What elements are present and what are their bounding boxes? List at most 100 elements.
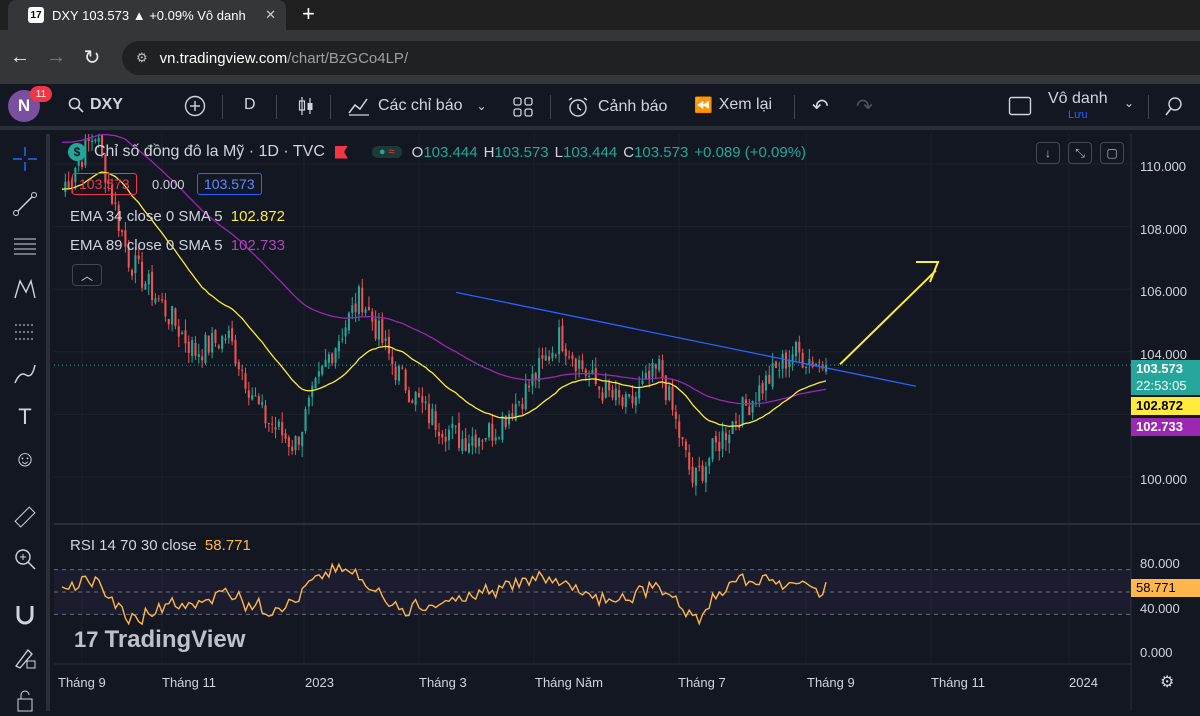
templates-button[interactable]	[512, 96, 534, 118]
forward-icon[interactable]: →	[46, 45, 66, 68]
candle-body	[101, 134, 104, 154]
trend-line-icon[interactable]	[10, 189, 40, 219]
candle-body	[417, 393, 421, 397]
candle-body	[788, 360, 791, 368]
candle-body	[104, 155, 107, 183]
candle-body	[538, 357, 541, 382]
candle-body	[768, 374, 771, 384]
undo-icon[interactable]: ↶	[812, 96, 829, 118]
browser-tab[interactable]: 17 DXY 103.573 ▲ +0.09% Vô danh ✕	[8, 0, 286, 30]
candle-body	[404, 369, 407, 391]
sell-button[interactable]: 103.573	[72, 173, 137, 195]
market-status-icon[interactable]: ● ≈	[371, 146, 402, 158]
candle-body	[444, 436, 447, 442]
collapse-pane-icon[interactable]: ⤡	[1068, 142, 1092, 164]
candle-body	[588, 375, 591, 377]
candle-body	[361, 287, 364, 313]
close-tab-icon[interactable]: ✕	[265, 7, 276, 22]
candle-body	[414, 391, 417, 405]
fib-tool-icon[interactable]	[10, 232, 40, 262]
candle-body	[644, 373, 647, 380]
chart-area[interactable]	[54, 128, 1200, 711]
candle-body	[314, 378, 317, 389]
flag-icon[interactable]	[334, 145, 348, 159]
candle-body	[654, 364, 657, 369]
lock-drawing-icon[interactable]	[10, 642, 40, 672]
toolbar-divider	[222, 95, 223, 119]
text-tool-icon[interactable]: T	[18, 404, 32, 429]
candle-body	[771, 363, 774, 387]
collapse-legend-icon[interactable]: ︿	[72, 264, 102, 286]
candle-body	[267, 422, 270, 424]
candle-body	[784, 352, 787, 369]
crosshair-icon[interactable]	[10, 144, 40, 174]
candle-body	[357, 286, 360, 314]
candle-body	[134, 255, 137, 274]
reload-icon[interactable]: ↻	[83, 46, 101, 69]
url-input[interactable]: ⚙ vn.tradingview.com/chart/BzGCo4LP/	[122, 41, 1200, 75]
chart-type-button[interactable]	[296, 95, 316, 117]
rsi-legend[interactable]: RSI 14 70 30 close 58.771	[70, 537, 251, 554]
rewind-icon: ⏪	[694, 97, 713, 114]
alerts-button[interactable]: Cảnh báo	[566, 96, 667, 118]
symbol-search-button[interactable]: DXY	[68, 96, 123, 114]
pattern-tool-icon[interactable]	[10, 274, 40, 304]
new-tab-icon[interactable]: +	[302, 1, 315, 26]
candle-body	[481, 440, 484, 442]
candle-body	[241, 369, 244, 371]
candle-body	[207, 335, 210, 353]
price-chart[interactable]	[54, 128, 1200, 711]
time-tick: 2024	[1069, 675, 1098, 690]
candle-body	[164, 300, 167, 317]
magnet-icon[interactable]	[10, 600, 40, 630]
candle-body	[334, 348, 337, 364]
candle-body	[351, 305, 354, 313]
brush-icon[interactable]	[10, 359, 40, 389]
quick-search-icon[interactable]	[1162, 94, 1186, 118]
candle-body	[764, 375, 767, 391]
layout-toggle-icon[interactable]	[1008, 96, 1032, 116]
indicators-button[interactable]: Các chỉ báo ⌄	[348, 96, 487, 116]
maximize-pane-icon[interactable]: ▢	[1100, 142, 1124, 164]
open-value: 103.444	[423, 143, 478, 161]
ema89-label: EMA 89 close 0 SMA 5	[70, 237, 223, 254]
settings-gear-icon[interactable]: ⚙	[1160, 674, 1175, 691]
toolbar-divider	[550, 95, 551, 119]
forecast-tool-icon[interactable]	[10, 317, 40, 347]
time-tick: 2023	[305, 675, 334, 690]
redo-icon[interactable]: ↷	[856, 96, 873, 118]
ema34-legend[interactable]: EMA 34 close 0 SMA 5 102.872	[70, 208, 285, 225]
emoji-icon[interactable]: ☺	[13, 446, 37, 471]
high-label: H	[483, 143, 495, 161]
site-info-icon[interactable]: ⚙	[136, 50, 148, 65]
candle-body	[87, 137, 90, 142]
candle-body	[337, 341, 340, 352]
candle-body	[204, 334, 207, 364]
candle-body	[701, 465, 704, 481]
move-pane-down-icon[interactable]: ↓	[1036, 142, 1060, 164]
grid-templates-icon	[513, 97, 533, 117]
buy-button[interactable]: 103.573	[197, 173, 262, 195]
resistance-trendline	[455, 291, 917, 387]
notification-badge: 11	[30, 86, 52, 102]
symbol-title[interactable]: Chỉ số đồng đô la Mỹ · 1D · TVC	[94, 143, 325, 160]
layout-menu-chevron-icon[interactable]: ⌄	[1124, 96, 1135, 110]
zoom-in-icon[interactable]	[10, 544, 40, 574]
compare-symbol-button[interactable]	[184, 95, 206, 117]
layout-name-button[interactable]: Vô danh Lưu	[1048, 90, 1108, 121]
close-value: 103.573	[634, 143, 689, 161]
candle-body	[247, 390, 250, 398]
candle-body	[264, 405, 267, 424]
replay-button[interactable]: ⏪ Xem lại	[694, 96, 772, 114]
back-icon[interactable]: ←	[10, 45, 30, 68]
candle-body	[467, 443, 471, 453]
interval-button[interactable]: D	[244, 96, 256, 114]
indicators-icon	[348, 98, 369, 116]
candle-body	[731, 421, 734, 434]
candle-body	[347, 312, 350, 331]
time-tick: Tháng 11	[162, 675, 216, 690]
lock-icon[interactable]	[10, 686, 40, 716]
ruler-icon[interactable]	[10, 502, 40, 532]
rsi-tick: 80.000	[1140, 556, 1180, 571]
ema89-legend[interactable]: EMA 89 close 0 SMA 5 102.733	[70, 237, 285, 254]
